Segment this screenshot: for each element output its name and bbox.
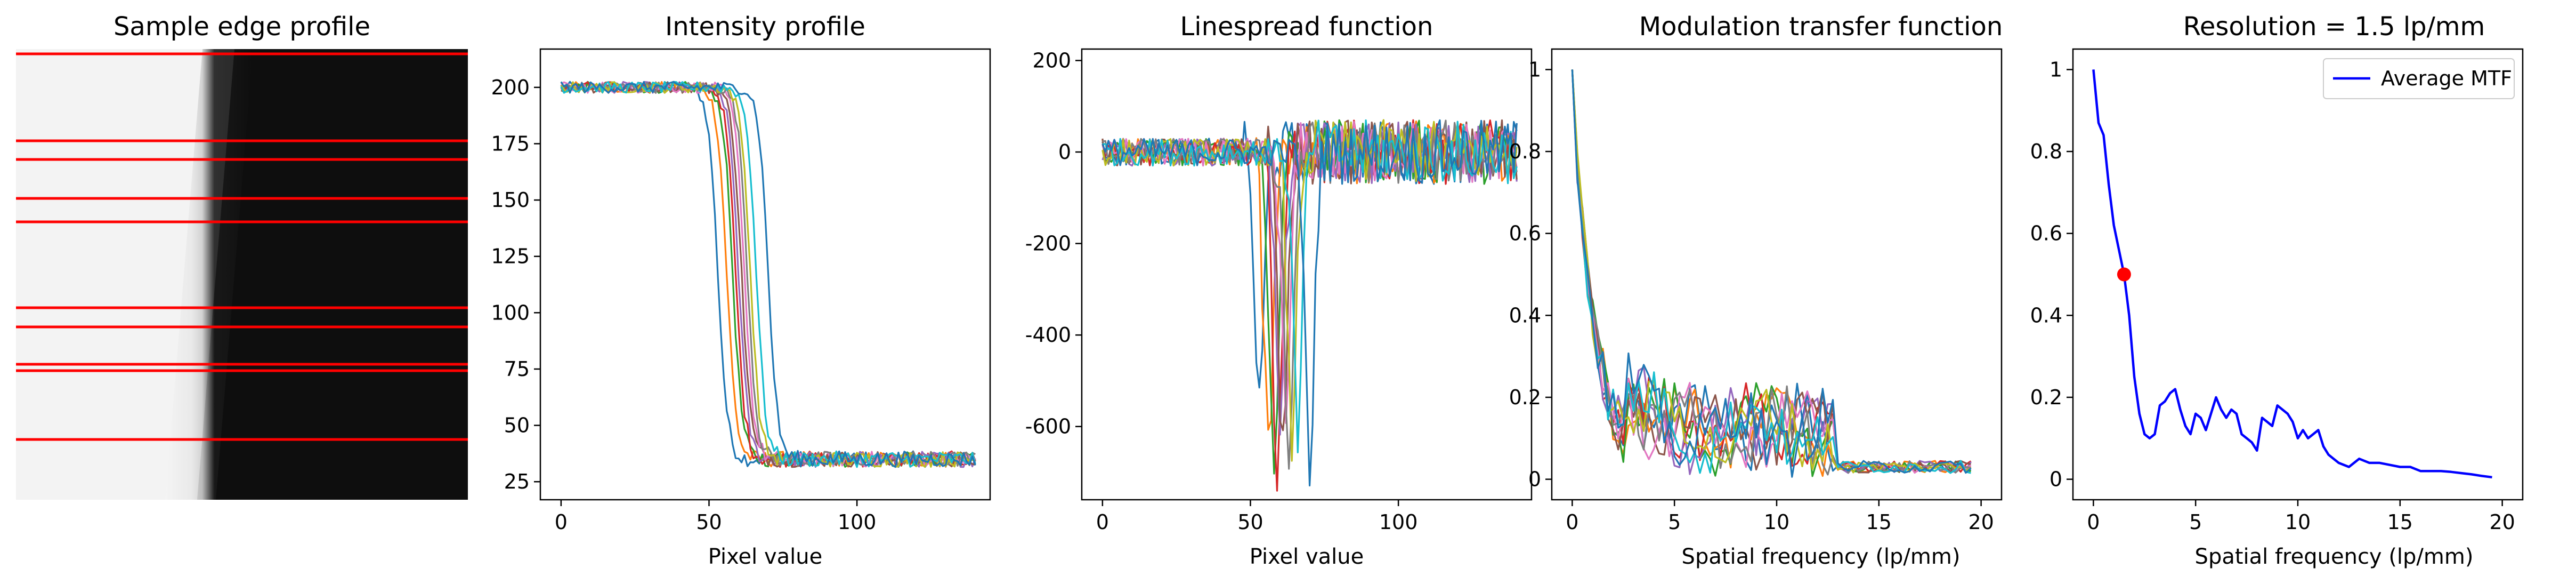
panel-title: Intensity profile: [665, 12, 865, 42]
y-tick-label: 0.2: [1509, 386, 1541, 409]
x-axis-label: Pixel value: [708, 545, 823, 569]
legend: Average MTF: [2323, 58, 2515, 99]
x-tick-label: 50: [696, 510, 722, 534]
y-tick-label: 0.4: [1509, 303, 1541, 327]
y-tick-label: 0.2: [2030, 386, 2062, 409]
y-tick-label: 100: [491, 301, 530, 324]
y-tick-label: 0.6: [2030, 222, 2062, 245]
y-tick-label: 125: [491, 245, 530, 268]
sample-lines: [16, 52, 468, 441]
y-tick-label: 0: [1528, 468, 1541, 491]
axes-frame: [2072, 48, 2524, 501]
y-tick-label: -600: [1025, 415, 1071, 438]
mtf-panel: Modulation transfer function 0 5 10 15 20 00…: [1509, 12, 2003, 569]
x-axis-label: Spatial frequency (lp/mm): [1682, 545, 1961, 569]
panel-title: Linespread function: [1180, 12, 1433, 42]
y-tick-label: 25: [504, 470, 530, 493]
x-tick-label: 0: [2087, 510, 2100, 534]
intensity-line: [560, 81, 976, 468]
resolution-marker: [2117, 267, 2131, 282]
x-axis: 0 50 100: [555, 500, 877, 534]
x-tick-label: 10: [1764, 510, 1789, 534]
average-mtf-line: [2092, 69, 2492, 479]
axes-frame: [539, 48, 991, 501]
panel-title: Sample edge profile: [114, 12, 370, 42]
edge-image-panel: Sample edge profile: [16, 12, 468, 500]
x-tick-label: 5: [2189, 510, 2202, 534]
x-tick-label: 10: [2285, 510, 2311, 534]
y-axis: -600 -400 -200 0 200: [1025, 49, 1082, 438]
x-axis: 0 5 10 15 20: [2087, 500, 2515, 534]
x-tick-label: 0: [1096, 510, 1109, 534]
x-axis-label: Spatial frequency (lp/mm): [2195, 545, 2474, 569]
panel-title: Modulation transfer function: [1639, 12, 2003, 42]
x-tick-label: 100: [1379, 510, 1418, 534]
x-axis: 0 5 10 15 20: [1566, 500, 1994, 534]
x-axis: 0 50 100: [1096, 500, 1418, 534]
x-tick-label: 15: [1866, 510, 1892, 534]
x-tick-label: 0: [1566, 510, 1578, 534]
x-tick-label: 0: [555, 510, 568, 534]
y-axis: 0 0.2 0.4 0.6 0.8 1: [2030, 58, 2073, 491]
y-tick-label: 0: [1058, 140, 1071, 164]
y-tick-label: 1: [2050, 58, 2062, 81]
series-group: [1101, 119, 1518, 492]
x-tick-label: 100: [838, 510, 877, 534]
x-tick-label: 20: [2489, 510, 2515, 534]
y-tick-label: 0.8: [2030, 140, 2062, 163]
y-tick-label: -400: [1025, 323, 1071, 347]
x-axis-label: Pixel value: [1250, 545, 1364, 569]
x-tick-label: 50: [1237, 510, 1263, 534]
x-tick-label: 15: [2387, 510, 2413, 534]
axes-frame: [1081, 48, 1533, 501]
y-tick-label: 150: [491, 188, 530, 212]
series-group: [560, 81, 976, 468]
y-tick-label: 0: [2050, 468, 2062, 491]
mtf-line: [1571, 69, 1972, 478]
series-group: [2092, 69, 2492, 479]
linespread-line: [1101, 119, 1518, 487]
average-mtf-panel: Resolution = 1.5 lp/mm 0 5 10 15 20 00.20.40…: [2030, 12, 2524, 569]
intensity-line: [560, 81, 976, 468]
series-group: [1571, 69, 1972, 478]
panel-title: Resolution = 1.5 lp/mm: [2183, 12, 2485, 42]
legend-label: Average MTF: [2381, 67, 2512, 90]
y-tick-label: 75: [504, 357, 530, 381]
y-axis: 0 0.2 0.4 0.6 0.8 1: [1509, 58, 1552, 491]
x-tick-label: 20: [1968, 510, 1994, 534]
y-tick-label: 0.8: [1509, 140, 1541, 163]
mtf-line: [1571, 69, 1971, 477]
y-tick-label: 0.6: [1509, 222, 1541, 245]
x-tick-label: 5: [1668, 510, 1681, 534]
y-tick-label: 200: [1032, 49, 1071, 72]
mtf-line: [1571, 69, 1972, 474]
y-axis: 25 50 75 100 125 150 175 200: [491, 76, 540, 493]
y-tick-label: 0.4: [2030, 303, 2062, 327]
y-tick-label: 1: [1528, 58, 1541, 81]
linespread-line: [1102, 119, 1518, 453]
y-tick-label: 175: [491, 132, 530, 155]
y-tick-label: 200: [491, 76, 530, 99]
y-tick-label: 50: [504, 414, 530, 437]
y-tick-label: -200: [1025, 232, 1071, 255]
edge-image: [16, 49, 468, 500]
legend-box: [2323, 58, 2515, 99]
intensity-profile-panel: Intensity profile 0 50 100 25 50 75 100 125 150…: [491, 12, 991, 569]
linespread-panel: Linespread function 0 50 100 -600 -400 -200 0…: [1025, 12, 1533, 569]
